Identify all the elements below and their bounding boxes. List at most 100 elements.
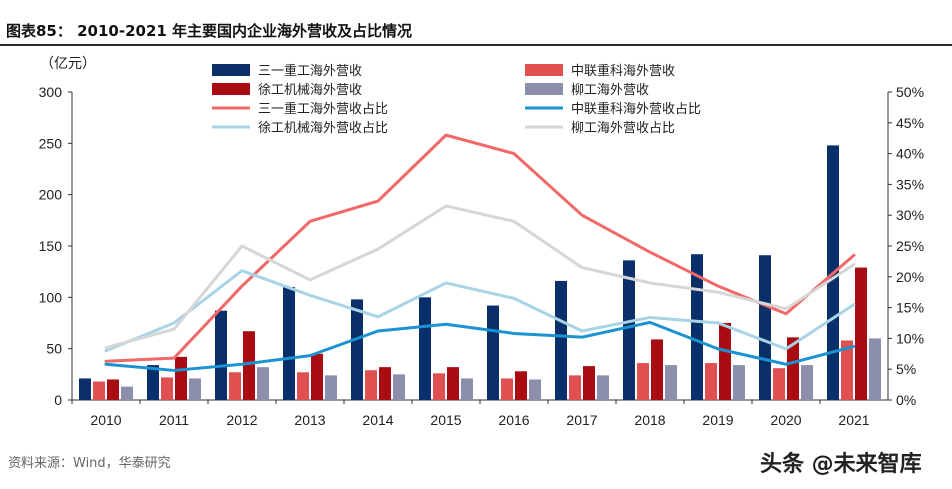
bar (189, 378, 201, 400)
bar (257, 367, 269, 400)
bar (79, 378, 91, 400)
bar (501, 378, 513, 400)
y-tick-label: 0 (54, 392, 62, 408)
x-tick-label: 2019 (702, 412, 733, 428)
bar (773, 368, 785, 400)
x-tick-label: 2014 (362, 412, 393, 428)
bar (583, 366, 595, 400)
legend-swatch (212, 83, 250, 95)
bar (733, 365, 745, 400)
bar (93, 381, 105, 400)
bar (325, 375, 337, 400)
legend-swatch (212, 64, 250, 76)
bar (529, 379, 541, 400)
bar (243, 331, 255, 400)
bar (787, 337, 799, 400)
bar (637, 363, 649, 400)
bar (365, 370, 377, 400)
bar (487, 305, 499, 400)
x-tick-label: 2015 (430, 412, 461, 428)
y2-tick-label: 30% (896, 207, 924, 223)
series-line (104, 204, 856, 350)
bar (719, 323, 731, 400)
x-tick-label: 2020 (770, 412, 801, 428)
bar (297, 372, 309, 400)
bar (515, 371, 527, 400)
legend-swatch (525, 83, 563, 95)
bar (393, 374, 405, 400)
x-tick-label: 2013 (294, 412, 325, 428)
bar (215, 310, 227, 400)
y2-tick-label: 40% (896, 146, 924, 162)
y2-tick-label: 45% (896, 115, 924, 131)
bar (107, 379, 119, 400)
bar (121, 386, 133, 400)
bar (651, 339, 663, 400)
bar (461, 378, 473, 400)
y2-tick-label: 50% (896, 84, 924, 100)
x-tick-label: 2016 (498, 412, 529, 428)
y-tick-label: 100 (39, 289, 63, 305)
y2-tick-label: 5% (896, 361, 916, 377)
bar (447, 367, 459, 400)
bar (555, 280, 567, 400)
legend-label: 三一重工海外营收占比 (258, 101, 388, 117)
x-tick-label: 2021 (838, 412, 869, 428)
bar (433, 373, 445, 400)
bar (379, 367, 391, 400)
lines-group (104, 133, 856, 372)
legend-label: 柳工海外营收 (571, 83, 649, 98)
legend-label: 三一重工海外营收 (258, 63, 362, 79)
bar (759, 255, 771, 400)
chart-title: 图表85： 2010-2021 年主要国内企业海外营收及占比情况 (6, 22, 413, 40)
legend-swatch (525, 64, 563, 76)
bar (229, 372, 241, 400)
title-divider (0, 44, 952, 46)
series-line (104, 133, 856, 363)
axes: 0 50 100 150 200 250 300 0% 5% 10% 15% 20% 25% 30% 35%… (39, 55, 924, 428)
y2-tick-label: 25% (896, 238, 924, 254)
bar (801, 365, 813, 400)
bar (841, 340, 853, 400)
source-note: 资料来源：Wind，华泰研究 (8, 456, 171, 471)
bar (147, 365, 159, 400)
bar (311, 353, 323, 400)
bar (869, 338, 881, 400)
bar (705, 363, 717, 400)
x-tick-label: 2011 (159, 412, 189, 428)
bar (419, 297, 431, 400)
watermark-logo: 头条 @未来智库 (760, 452, 922, 477)
y2-tick-label: 0% (896, 392, 916, 408)
bar (665, 365, 677, 400)
bar (351, 299, 363, 400)
bar (569, 375, 581, 400)
y-axis-unit-label: （亿元） (40, 55, 96, 71)
legend-label: 柳工海外营收占比 (571, 121, 675, 136)
x-tick-label: 2018 (634, 412, 665, 428)
x-tick-label: 2017 (566, 412, 597, 428)
legend-label: 徐工机械海外营收 (258, 83, 362, 98)
bar (855, 267, 867, 400)
bar (175, 356, 187, 400)
series-line (104, 269, 856, 353)
y2-tick-label: 35% (896, 176, 924, 192)
y-tick-label: 50 (46, 341, 62, 357)
legend-label: 中联重科海外营收占比 (571, 101, 701, 117)
y-tick-label: 150 (39, 238, 63, 254)
y2-tick-label: 15% (896, 300, 924, 316)
bar (623, 260, 635, 400)
x-tick-label: 2012 (226, 412, 257, 428)
legend-label: 中联重科海外营收 (571, 63, 675, 79)
bar (161, 377, 173, 400)
legend-label: 徐工机械海外营收占比 (258, 121, 388, 136)
y2-tick-label: 10% (896, 330, 924, 346)
y2-tick-label: 20% (896, 269, 924, 285)
series-line (104, 320, 856, 372)
y-tick-label: 300 (39, 84, 63, 100)
x-tick-label: 2010 (90, 412, 121, 428)
bars-group (79, 145, 881, 400)
y-tick-label: 250 (39, 135, 63, 151)
bar (283, 287, 295, 400)
